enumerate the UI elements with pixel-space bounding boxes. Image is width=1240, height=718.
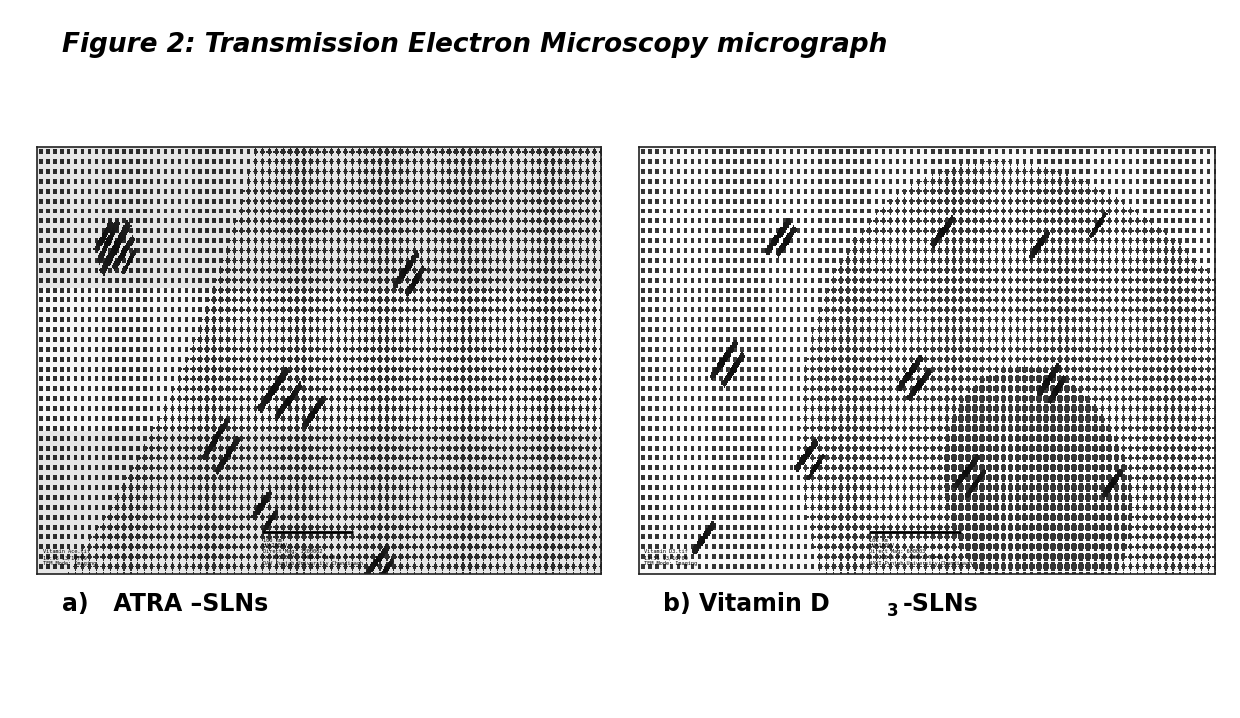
Text: Vitamin D3.tif
13:55 13/10/09
TEM Mode: Imaging: Vitamin D3.tif 13:55 13/10/09 TEM Mode: …: [645, 549, 697, 566]
Text: 100 nm
HV=100kV
Direct Mag: 600003
X:-215.5 Y: -400.2 Ti=0.1
NAVI Punjab Univers: 100 nm HV=100kV Direct Mag: 600003 X:-21…: [869, 538, 972, 566]
Text: a)   ATRA –SLNs: a) ATRA –SLNs: [62, 592, 268, 616]
Text: 100 nm
HV=200kV
Direct Mag: 1200002
X:-215.5 Y: -400.2 Ti=0.1
DAV Punjab Univers: 100 nm HV=200kV Direct Mag: 1200002 X:-2…: [263, 538, 363, 566]
Text: -SLNs: -SLNs: [903, 592, 978, 616]
Text: 3: 3: [887, 602, 898, 620]
Text: Figure 2: Transmission Electron Microscopy micrograph: Figure 2: Transmission Electron Microsco…: [62, 32, 888, 58]
Text: Vitamin Ace.tif
13:58 13/10/09
TEM Mode: Imaging: Vitamin Ace.tif 13:58 13/10/09 TEM Mode:…: [43, 549, 95, 566]
Text: b) Vitamin D: b) Vitamin D: [663, 592, 830, 616]
